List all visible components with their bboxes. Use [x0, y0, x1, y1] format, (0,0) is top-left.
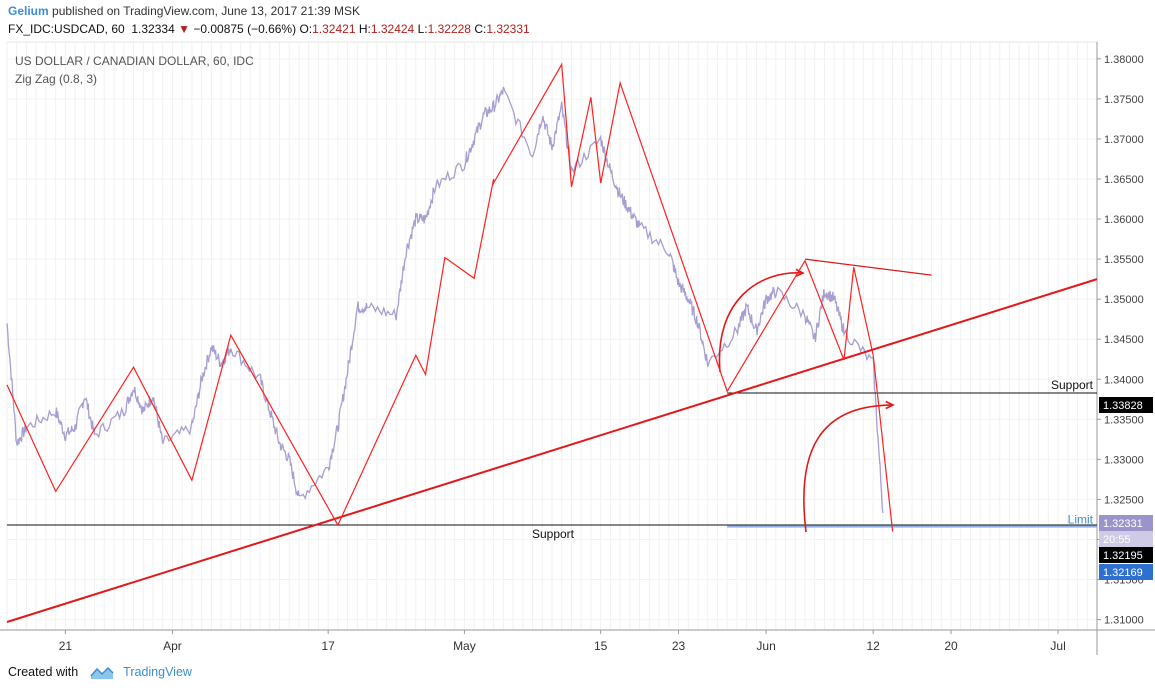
y-tick-label: 1.33000	[1104, 454, 1144, 466]
curved-arrow-lower-head	[885, 400, 895, 410]
price-axis[interactable]: 1.38000 1.37500 1.37000 1.36500 1.36000 1.355…	[1097, 54, 1144, 627]
footer: Created with TradingView	[8, 665, 192, 680]
price-label-box	[1099, 531, 1153, 547]
x-tick-label: Apr	[163, 639, 182, 653]
price-label-text: 1.32169	[1103, 567, 1143, 579]
support-label-upper: Support	[1051, 378, 1094, 392]
x-tick-label: Jun	[756, 639, 775, 653]
y-tick-label: 1.34500	[1104, 334, 1144, 346]
price-label-box	[1099, 397, 1153, 413]
high-value: 1.32424	[370, 22, 415, 36]
grid	[6, 42, 1098, 630]
author-link[interactable]: Gelium	[8, 4, 49, 18]
y-tick-label: 1.31000	[1104, 615, 1144, 627]
price-label-box	[1099, 564, 1153, 580]
x-tick-label: Jul	[1050, 639, 1065, 653]
y-tick-label: 1.34000	[1104, 374, 1144, 386]
limit-label: Limit	[1068, 513, 1094, 527]
resistance-line	[804, 258, 932, 276]
y-tick-label: 1.36000	[1104, 214, 1144, 226]
y-tick-label: 1.33500	[1104, 414, 1144, 426]
symbol: FX_IDC:USDCAD, 60	[8, 22, 125, 36]
change: −0.00875 (−0.66%)	[193, 22, 297, 36]
price-labels: 1.33828 1.32331 20:55 1.32195 1.32169	[1099, 397, 1153, 580]
open-value: 1.32421	[312, 22, 356, 36]
y-tick-label: 1.35000	[1104, 294, 1144, 306]
x-tick-label: 20	[944, 639, 958, 653]
zigzag-line	[6, 62, 894, 532]
x-tick-label: 21	[59, 639, 73, 653]
high-label: H:	[358, 22, 371, 36]
low-label: L:	[417, 22, 428, 36]
symbol-line: FX_IDC:USDCAD, 60 1.32334 ▼ −0.00875 (−0…	[8, 22, 530, 36]
support-label-lower: Support	[532, 527, 575, 541]
published-text: published on TradingView.com, June 13, 2…	[52, 4, 361, 18]
price-label-box	[1099, 547, 1153, 563]
zigzag-indicator	[6, 62, 894, 532]
y-tick-label: 1.37000	[1104, 134, 1144, 146]
y-tick-label: 1.35500	[1104, 254, 1144, 266]
x-tick-label: 12	[866, 639, 880, 653]
publish-line: Gelium published on TradingView.com, Jun…	[8, 4, 360, 18]
y-tick-label: 1.36500	[1104, 174, 1144, 186]
trendline	[6, 278, 1098, 623]
price-label-text: 1.33828	[1103, 400, 1143, 412]
price-label-text: 1.32331	[1103, 518, 1143, 530]
curved-arrow-upper	[718, 272, 804, 373]
tradingview-brand[interactable]: TradingView	[123, 665, 192, 679]
chart-title: US DOLLAR / CANADIAN DOLLAR, 60, IDC	[15, 54, 254, 68]
down-arrow-icon: ▼	[178, 22, 190, 36]
y-tick-label: 1.38000	[1104, 54, 1144, 66]
curved-arrow-lower	[803, 404, 894, 533]
indicator-label: Zig Zag (0.8, 3)	[15, 72, 97, 86]
drawings: Support Support Limit	[6, 258, 1098, 623]
x-tick-label: 15	[594, 639, 608, 653]
created-with: Created with	[8, 665, 79, 679]
y-tick-label: 1.32500	[1104, 494, 1144, 506]
x-tick-label: 17	[321, 639, 335, 653]
close-value: 1.32331	[486, 22, 530, 36]
close-label: C:	[474, 22, 487, 36]
open-label: O:	[299, 22, 313, 36]
y-tick-label: 1.37500	[1104, 94, 1144, 106]
price-label-text: 1.32195	[1103, 550, 1143, 562]
curved-arrow-upper-head	[795, 268, 805, 277]
low-value: 1.32228	[427, 22, 471, 36]
last-price: 1.32334	[131, 22, 175, 36]
x-tick-label: May	[453, 639, 476, 653]
x-tick-label: 23	[672, 639, 686, 653]
price-label-box	[1099, 515, 1153, 531]
tradingview-logo-icon[interactable]	[90, 666, 114, 680]
time-axis[interactable]: 21 Apr 17 May 15 23 Jun 12 20 Jul	[59, 630, 1066, 653]
price-label-text: 20:55	[1103, 534, 1131, 546]
